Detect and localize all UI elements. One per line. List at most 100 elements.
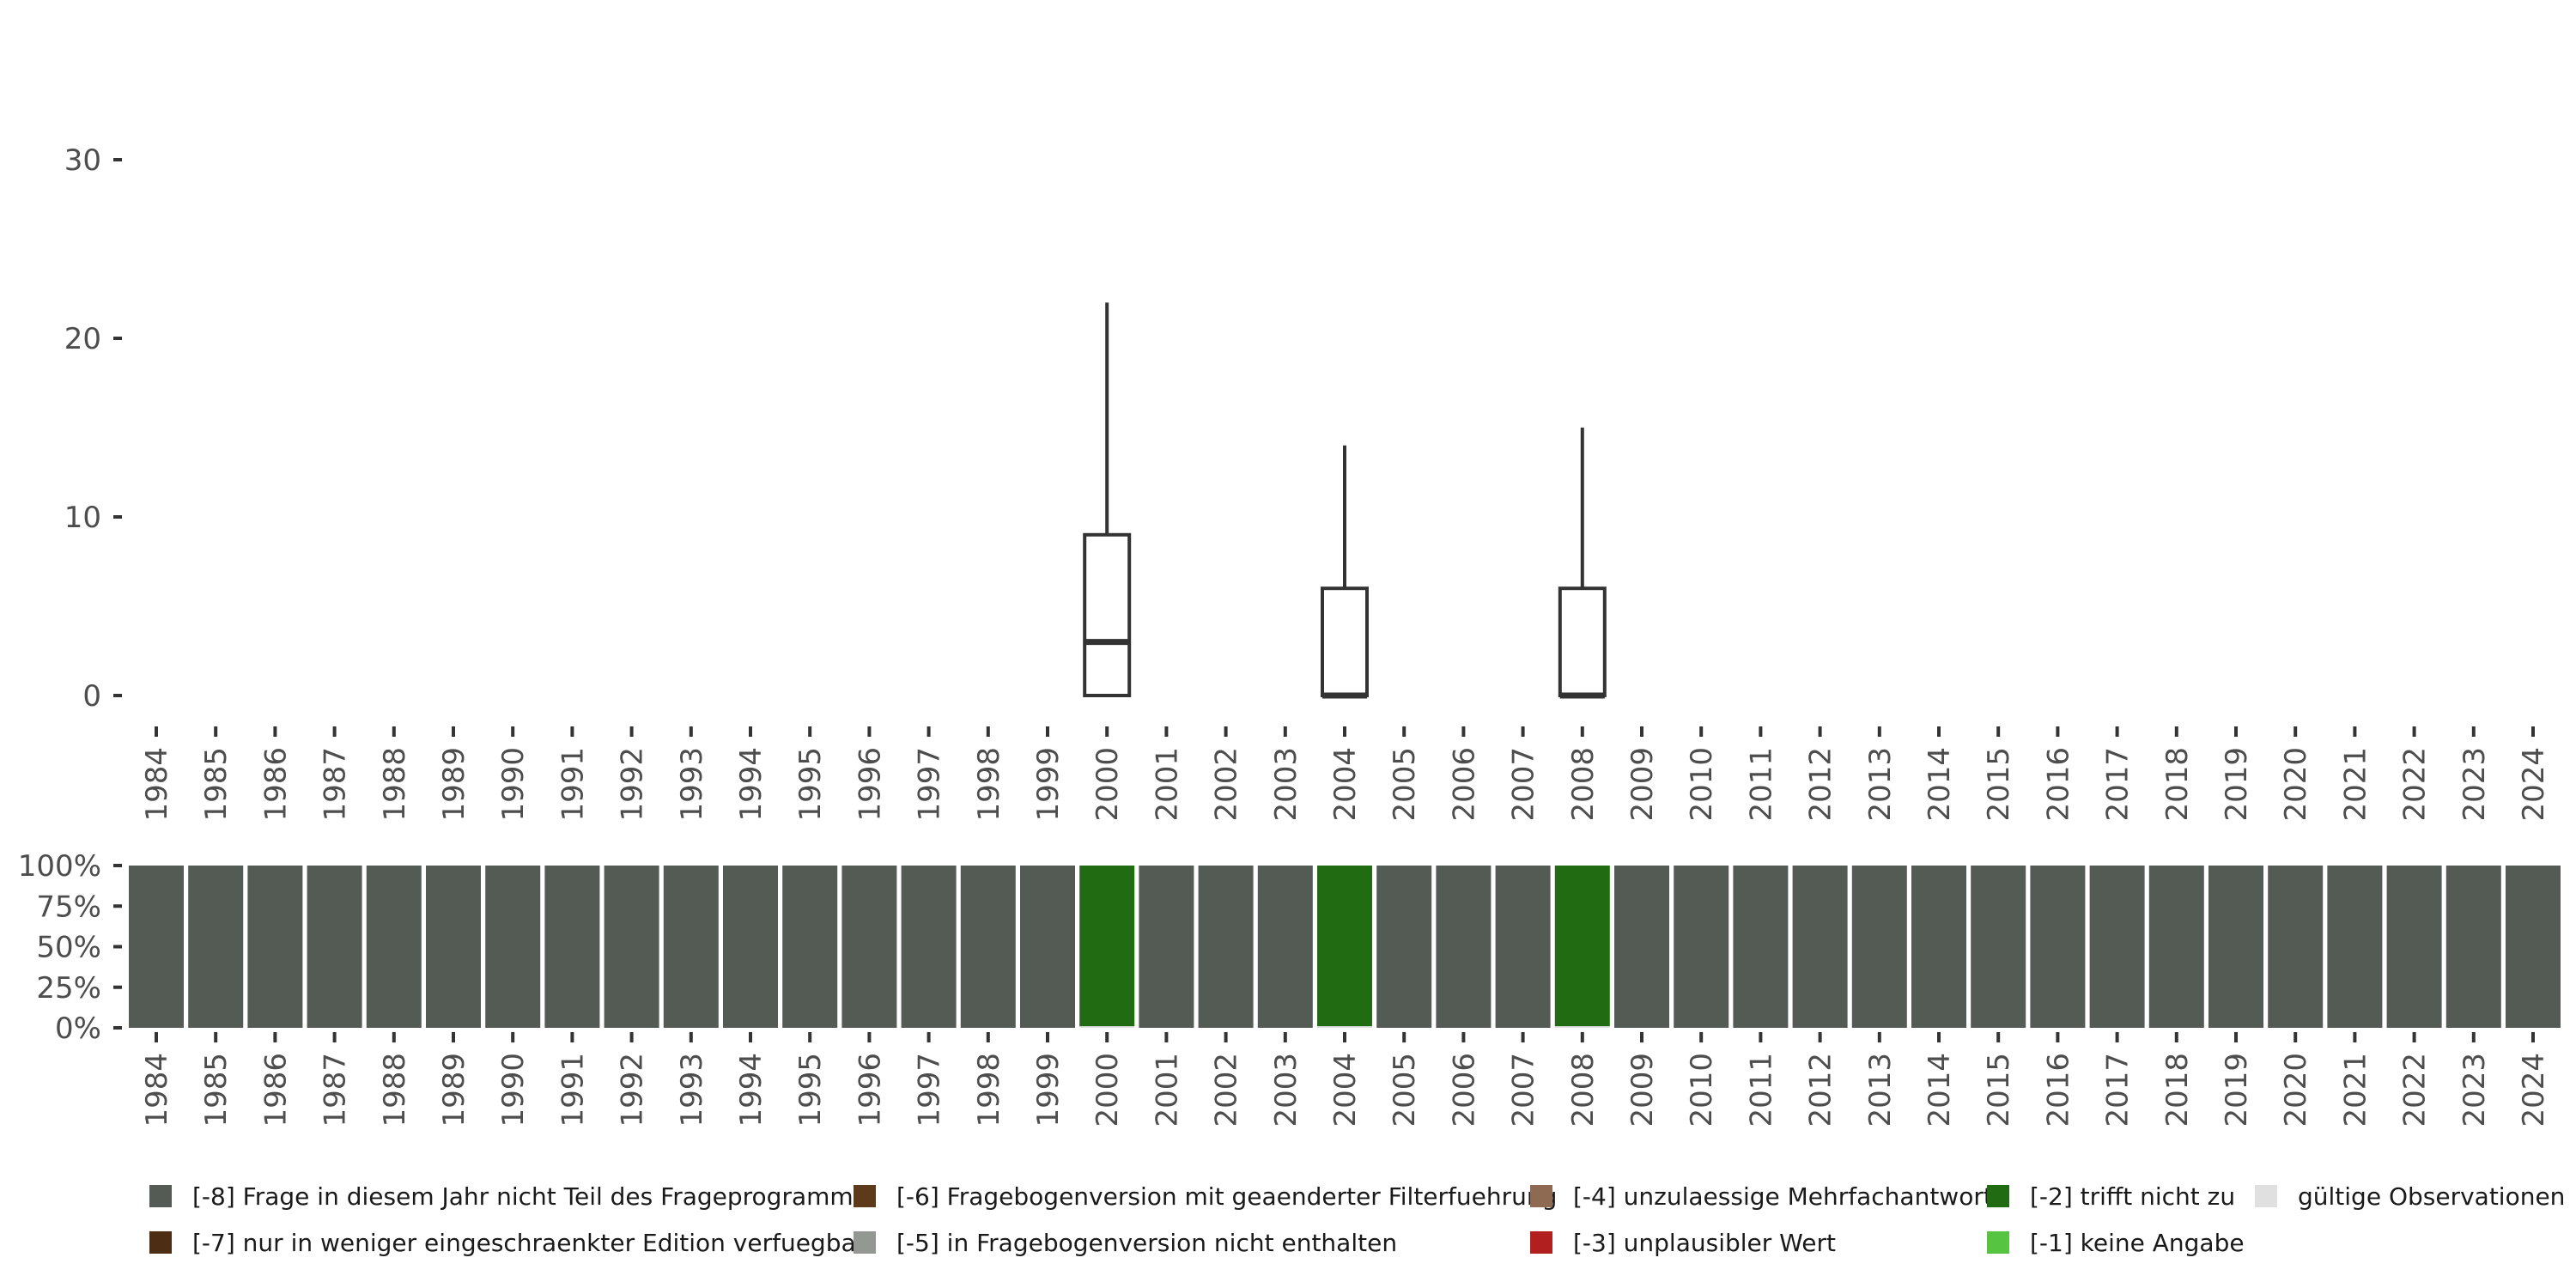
x-tick-label: 2019: [2220, 747, 2254, 822]
bar-x-tick-label: 2001: [1150, 1053, 1184, 1127]
x-tick-label: 1984: [140, 747, 174, 822]
box-body: [1321, 586, 1369, 698]
bar-segment: [901, 866, 957, 1028]
bar-x-tick-label: 2012: [1804, 1053, 1838, 1127]
x-tick-label: 2002: [1210, 747, 1244, 822]
bar-x-tick-label: 1995: [793, 1053, 828, 1127]
bar-x-tick-label: 2006: [1447, 1053, 1481, 1127]
bar-x-tick-label: 2000: [1091, 1053, 1125, 1127]
bar-x-tick-label: 2013: [1863, 1053, 1898, 1127]
bar-segment: [2089, 866, 2145, 1028]
x-tick-label: 2003: [1269, 747, 1303, 822]
bar-x-tick-label: 1998: [972, 1053, 1006, 1127]
x-tick-label: 1997: [913, 747, 947, 822]
bar-segment: [2208, 866, 2263, 1028]
legend-swatch: [2255, 1185, 2277, 1207]
x-tick-label: 2001: [1150, 747, 1184, 822]
bar-x-tick-label: 2019: [2220, 1053, 2254, 1127]
x-tick-label: 2007: [1507, 747, 1541, 822]
legend-label: gültige Observationen: [2298, 1182, 2565, 1211]
bar-segment: [1851, 866, 1907, 1028]
legend-label: [-2] trifft nicht zu: [2030, 1182, 2235, 1211]
bar-segment: [1554, 1026, 1610, 1028]
bar-segment: [2445, 866, 2501, 1028]
x-tick-label: 2020: [2279, 747, 2313, 822]
bar-x-tick-label: 2018: [2160, 1053, 2195, 1127]
bar-segment: [129, 866, 184, 1028]
bar-segment: [426, 866, 481, 1028]
stacked-bar-panel: 0% 25% 50% 75% 100% 1984 1985 1986 1987 1988 1989 1…: [18, 849, 2561, 1127]
bar-x-tick-label: 1992: [616, 1053, 650, 1127]
x-tick-label: 1994: [734, 747, 769, 822]
bar-segment: [307, 866, 362, 1028]
legend-swatch: [854, 1185, 876, 1207]
x-tick-label: 1999: [1031, 747, 1066, 822]
bar-x-tick-label: 1996: [853, 1053, 887, 1127]
legend-label: [-6] Fragebogenversion mit geaenderter F…: [896, 1182, 1557, 1211]
bar-segment: [2327, 866, 2383, 1028]
x-tick-label: 2017: [2101, 747, 2136, 822]
bar-x-tick-label: 2016: [2041, 1053, 2075, 1127]
y-tick-label: 20: [64, 322, 101, 356]
bar-segment: [366, 866, 422, 1028]
x-tick-label: 1995: [793, 747, 828, 822]
bar-segment: [2030, 866, 2086, 1028]
legend-label: [-1] keine Angabe: [2030, 1229, 2245, 1257]
bar-segment: [188, 866, 244, 1028]
bar-x-tick-label: 1987: [319, 1053, 353, 1127]
legend-label: [-3] unplausibler Wert: [1573, 1229, 1836, 1257]
bar-x-tick-label: 2017: [2101, 1053, 2136, 1127]
bar-x-tick-label: 1994: [734, 1053, 769, 1127]
bar-segment: [1079, 866, 1135, 1027]
bar-segment: [544, 866, 600, 1028]
legend-swatch: [1530, 1185, 1552, 1207]
bar-x-tick-label: 1991: [556, 1053, 590, 1127]
x-tick-label: 2016: [2041, 747, 2075, 822]
x-tick-label: 2011: [1744, 747, 1778, 822]
bar-x-tick-label: 2010: [1685, 1053, 1719, 1127]
legend-swatch: [1987, 1231, 2009, 1254]
x-tick-label: 1989: [437, 747, 471, 822]
bar-x-tick-label: 2015: [1982, 1053, 2016, 1127]
bar-segment: [1911, 866, 1966, 1028]
bar-x-tick-label: 2024: [2517, 1053, 2551, 1127]
bar-y-tick-label: 0%: [55, 1012, 101, 1046]
bar-x-tick-label: 2021: [2338, 1053, 2372, 1127]
bar-x-tick-label: 2008: [1566, 1053, 1601, 1127]
bar-x-tick-label: 1999: [1031, 1053, 1066, 1127]
bar-segment: [663, 866, 719, 1028]
bar-x-tick-label: 2020: [2279, 1053, 2313, 1127]
bar-y-tick-label: 25%: [36, 971, 101, 1005]
x-tick-label: 2006: [1447, 747, 1481, 822]
x-tick-label: 2004: [1328, 747, 1363, 822]
legend-swatch: [149, 1185, 172, 1207]
bar-x-tick-label: 1988: [378, 1053, 412, 1127]
bar-x-tick-label: 1997: [913, 1053, 947, 1127]
x-tick-label: 2013: [1863, 747, 1898, 822]
x-tick-label: 1990: [496, 747, 531, 822]
bar-segment: [2506, 866, 2561, 1028]
bar-segment: [960, 866, 1016, 1028]
x-tick-label: 1998: [972, 747, 1006, 822]
legend-swatch: [1987, 1185, 2009, 1207]
bar-segment: [1436, 866, 1492, 1028]
legend-label: [-5] in Fragebogenversion nicht enthalte…: [896, 1229, 1397, 1257]
bar-segment: [841, 866, 897, 1028]
bar-segment: [1317, 866, 1372, 1027]
bar-segment: [782, 866, 838, 1028]
bar-segment: [2386, 866, 2442, 1028]
bar-y-tick-label: 75%: [36, 890, 101, 924]
x-tick-label: 2000: [1091, 747, 1125, 822]
bar-x-tick-label: 2014: [1923, 1053, 1957, 1127]
y-tick-label: 30: [64, 143, 101, 178]
bar-segment: [1198, 866, 1254, 1028]
y-tick-label: 0: [82, 679, 101, 714]
bar-x-tick-label: 1984: [140, 1053, 174, 1127]
x-tick-label: 2022: [2398, 747, 2433, 822]
bar-y-tick-label: 100%: [18, 849, 101, 884]
bar-segment: [1674, 866, 1729, 1028]
box-body: [1083, 532, 1132, 697]
bar-x-tick-label: 2004: [1328, 1053, 1363, 1127]
x-tick-label: 2005: [1388, 747, 1422, 822]
legend-swatch: [1530, 1231, 1552, 1254]
